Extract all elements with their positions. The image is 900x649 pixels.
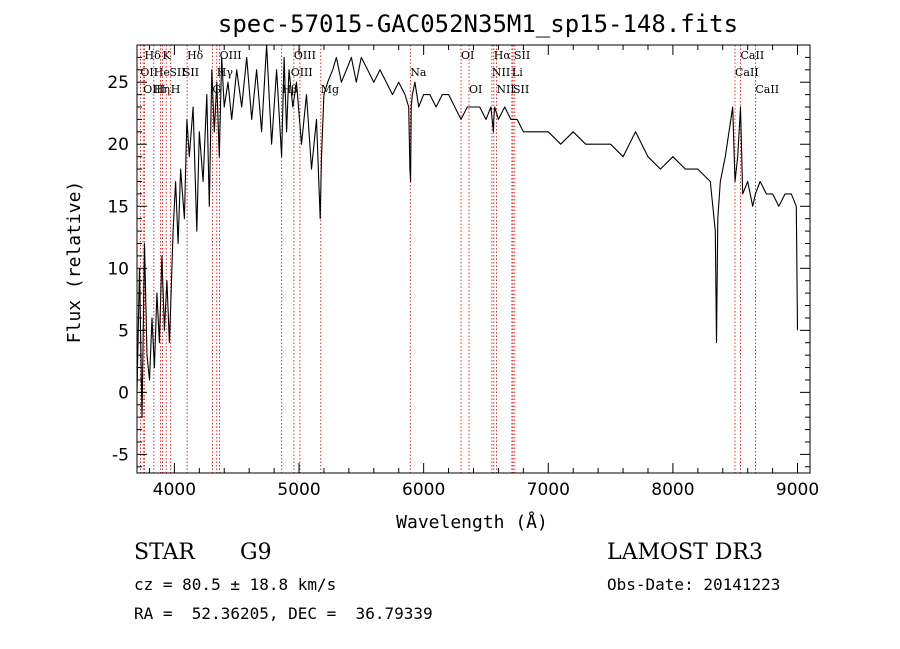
line-label: OI bbox=[469, 83, 482, 96]
line-label: Hβ bbox=[282, 83, 298, 96]
line-label: Hδ bbox=[187, 49, 204, 62]
object-type: STAR bbox=[134, 540, 195, 565]
plot-frame bbox=[136, 44, 811, 474]
line-label: SII bbox=[513, 83, 529, 96]
line-label: H bbox=[171, 83, 181, 96]
line-label: NII bbox=[492, 66, 510, 79]
x-tick-label: 5000 bbox=[277, 480, 320, 500]
line-label: OIII bbox=[291, 66, 313, 79]
y-tick-label: -5 bbox=[112, 445, 129, 465]
line-label: Na bbox=[410, 66, 427, 79]
line-label: CaII bbox=[741, 49, 765, 62]
line-label: SII bbox=[183, 66, 199, 79]
redshift-text: cz = 80.5 ± 18.8 km/s bbox=[134, 575, 337, 594]
obs-date: Obs-Date: 20141223 bbox=[607, 575, 781, 594]
line-label: He bbox=[154, 66, 170, 79]
spectral-subclass: G9 bbox=[240, 540, 272, 565]
axis-ticks: 4000 5000 6000 7000 8000 9000 -5 0 5 10 15 20 25 bbox=[107, 45, 819, 500]
line-label: CaII bbox=[755, 83, 779, 96]
line-label: OIII bbox=[220, 49, 242, 62]
line-label: G bbox=[212, 83, 221, 96]
x-tick-label: 6000 bbox=[402, 480, 445, 500]
line-label: OI bbox=[461, 49, 474, 62]
y-tick-label: 25 bbox=[107, 73, 129, 93]
chart-title: spec-57015-GAC052N35M1_sp15-148.fits bbox=[218, 10, 738, 38]
y-tick-label: 5 bbox=[118, 321, 129, 341]
spectrum-line bbox=[136, 44, 799, 418]
line-label: CaII bbox=[735, 66, 759, 79]
line-label: OII bbox=[140, 66, 158, 79]
spectrum-layer bbox=[136, 44, 799, 418]
y-tick-label: 0 bbox=[118, 383, 129, 403]
line-label: SII bbox=[169, 66, 185, 79]
y-tick-label: 10 bbox=[107, 259, 129, 279]
y-tick-label: 20 bbox=[107, 135, 129, 155]
line-label: OIII bbox=[294, 49, 316, 62]
line-label: K bbox=[163, 49, 172, 62]
x-tick-label: 8000 bbox=[651, 480, 694, 500]
line-label: Li bbox=[512, 66, 523, 79]
y-axis-label: Flux (relative) bbox=[64, 181, 85, 344]
line-label: NII bbox=[496, 83, 514, 96]
line-label: Hη bbox=[154, 83, 170, 96]
coordinates: RA = 52.36205, DEC = 36.79339 bbox=[134, 604, 433, 623]
line-label: SII bbox=[514, 49, 530, 62]
y-tick-label: 15 bbox=[107, 197, 129, 217]
line-label: Hγ bbox=[217, 66, 234, 79]
line-label: Hδ bbox=[145, 49, 162, 62]
x-tick-label: 4000 bbox=[153, 480, 196, 500]
line-label: Mg bbox=[321, 83, 339, 96]
x-tick-label: 7000 bbox=[527, 480, 570, 500]
x-axis-label: Wavelength (Å) bbox=[396, 511, 548, 533]
survey-name: LAMOST DR3 bbox=[607, 540, 763, 565]
line-label: OIII bbox=[143, 83, 165, 96]
line-label: Hα bbox=[494, 49, 512, 62]
x-tick-label: 9000 bbox=[776, 480, 819, 500]
